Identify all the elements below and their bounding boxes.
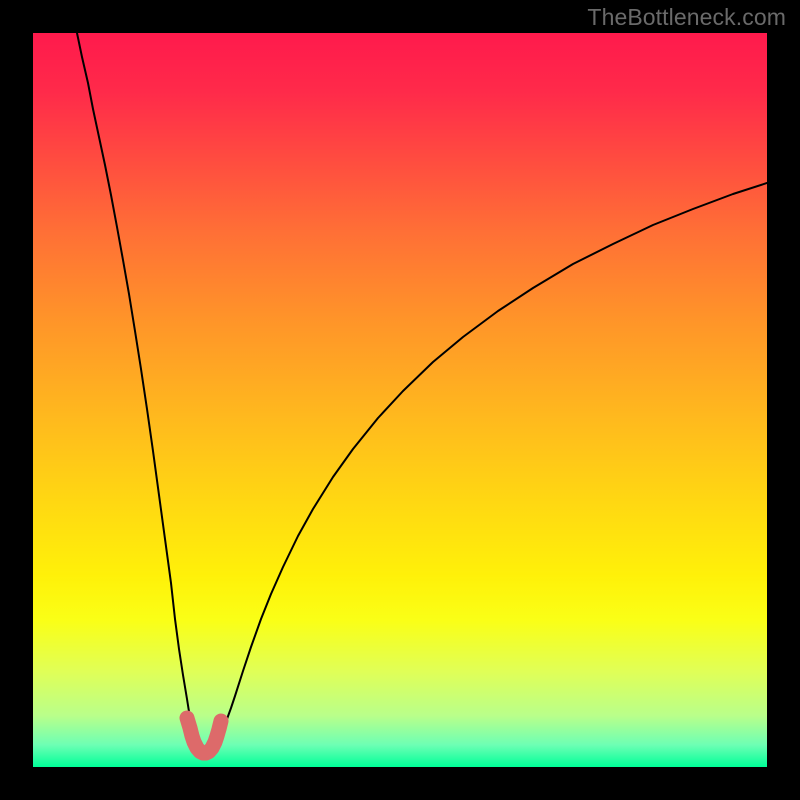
plot-area <box>33 33 767 767</box>
plot-svg <box>33 33 767 767</box>
watermark-text: TheBottleneck.com <box>587 4 786 31</box>
chart-frame: TheBottleneck.com <box>0 0 800 800</box>
gradient-background <box>33 33 767 767</box>
